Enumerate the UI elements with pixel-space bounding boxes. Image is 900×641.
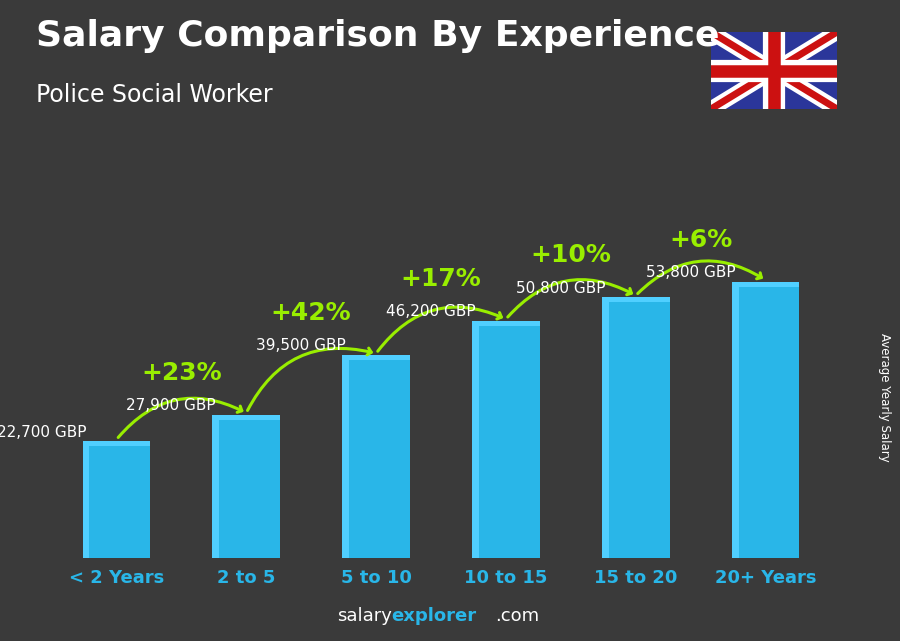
Bar — [732, 282, 739, 558]
Text: 22,700 GBP: 22,700 GBP — [0, 424, 86, 440]
Text: Salary Comparison By Experience: Salary Comparison By Experience — [36, 19, 719, 53]
Text: 39,500 GBP: 39,500 GBP — [256, 338, 346, 353]
Text: 27,900 GBP: 27,900 GBP — [126, 398, 216, 413]
Text: 46,200 GBP: 46,200 GBP — [386, 304, 475, 319]
Text: +42%: +42% — [271, 301, 352, 325]
Bar — [472, 320, 540, 326]
Text: +23%: +23% — [141, 361, 221, 385]
Text: 50,800 GBP: 50,800 GBP — [516, 281, 606, 296]
Bar — [342, 355, 410, 558]
Bar — [342, 355, 349, 558]
Text: 53,800 GBP: 53,800 GBP — [645, 265, 735, 280]
Text: +10%: +10% — [530, 243, 611, 267]
Bar — [732, 282, 799, 558]
Text: Average Yearly Salary: Average Yearly Salary — [878, 333, 890, 462]
Bar — [732, 282, 799, 287]
Bar — [212, 415, 280, 420]
Bar — [342, 355, 410, 360]
Bar — [472, 320, 540, 558]
Text: +17%: +17% — [400, 267, 482, 291]
Bar — [472, 320, 479, 558]
Bar — [83, 441, 89, 558]
Text: Police Social Worker: Police Social Worker — [36, 83, 273, 107]
Bar — [83, 441, 150, 558]
Text: salary: salary — [337, 607, 392, 625]
Bar — [212, 415, 220, 558]
Bar — [212, 415, 280, 558]
Bar — [602, 297, 670, 302]
Text: +6%: +6% — [669, 228, 733, 252]
Bar — [83, 441, 150, 446]
Bar — [602, 297, 670, 558]
Bar — [602, 297, 608, 558]
Text: .com: .com — [495, 607, 539, 625]
Text: explorer: explorer — [392, 607, 477, 625]
